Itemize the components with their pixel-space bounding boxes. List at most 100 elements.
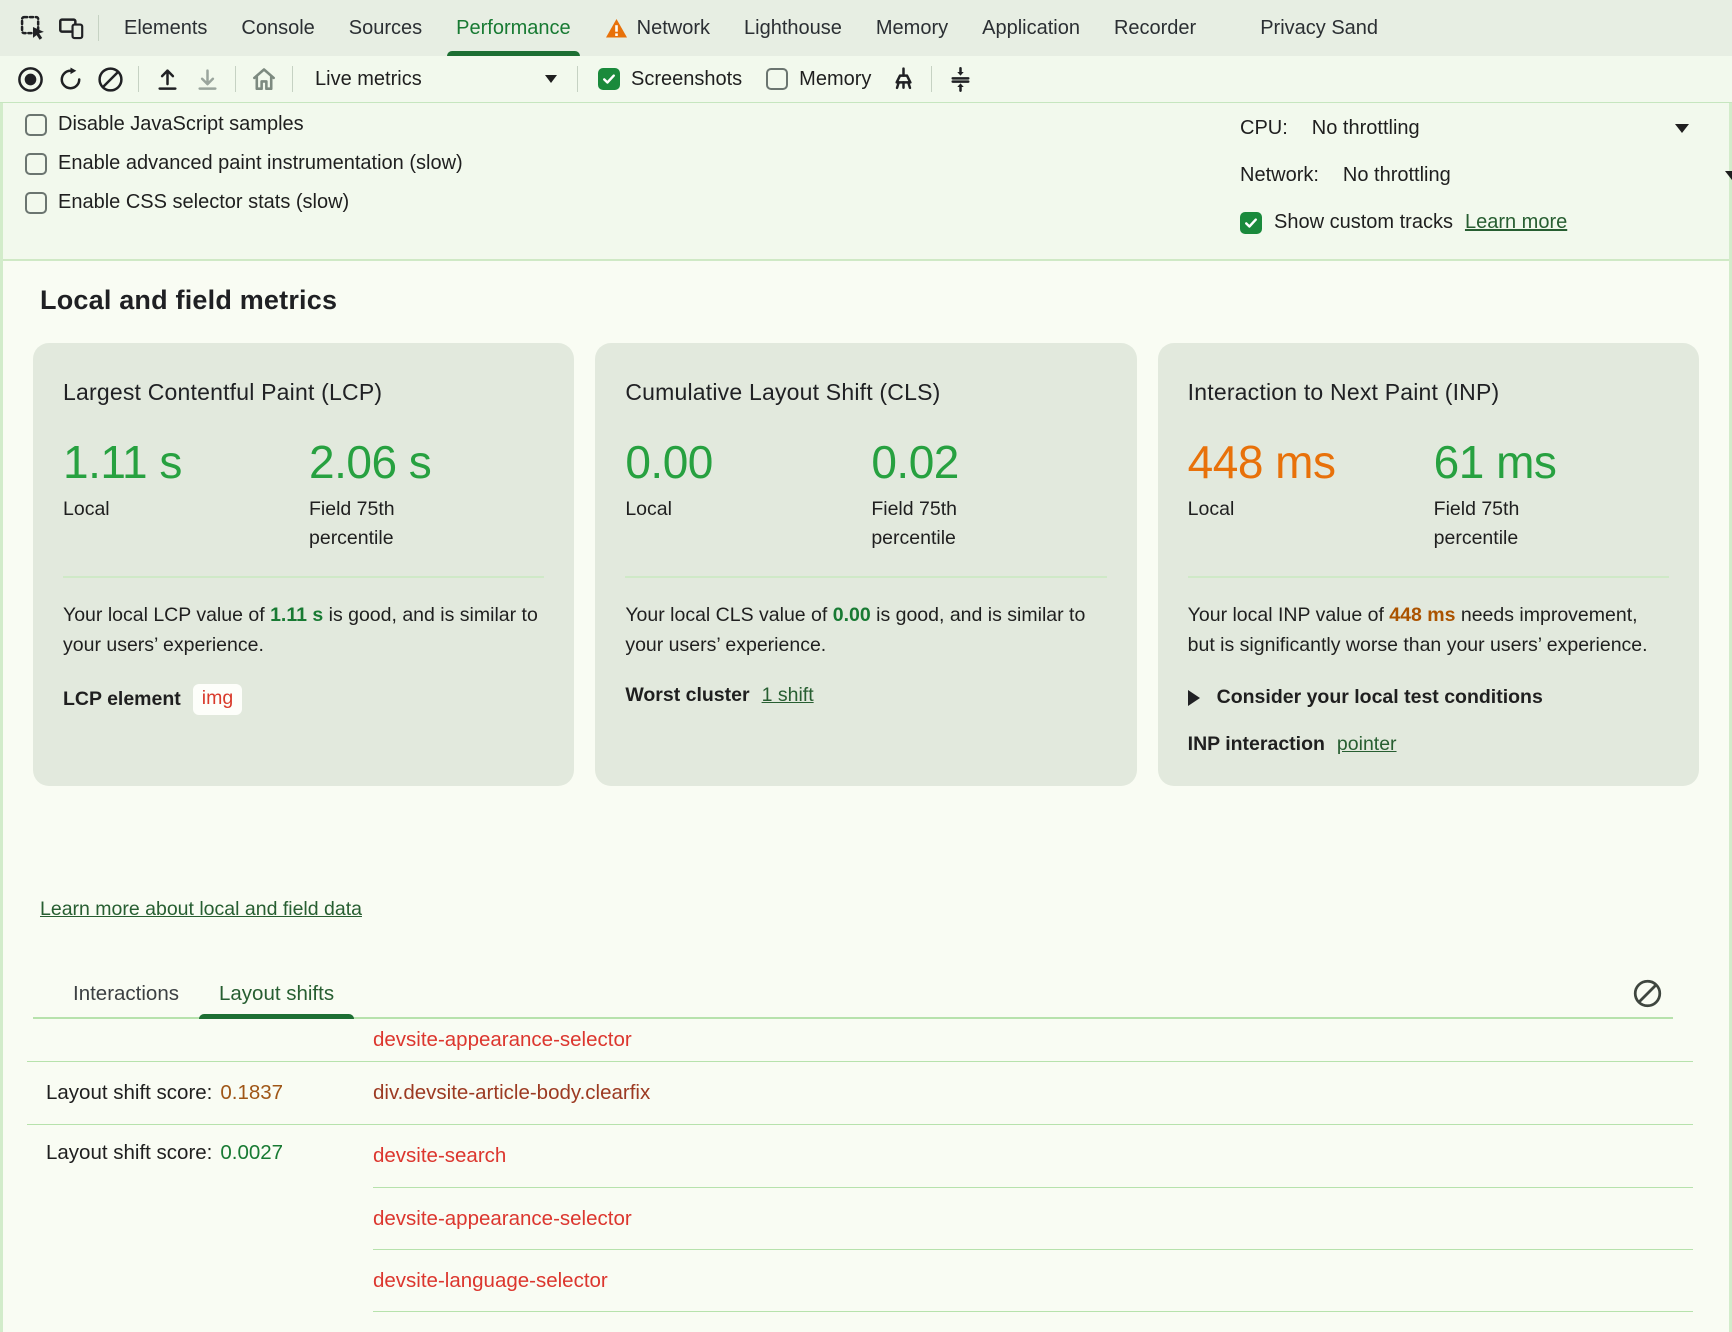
learn-more-local-field-link[interactable]: Learn more about local and field data — [40, 898, 362, 921]
tab-application[interactable]: Application — [982, 16, 1080, 39]
inp-local-label: Local — [1187, 498, 1235, 521]
css-selector-stats-checkbox[interactable]: Enable CSS selector stats (slow) — [25, 191, 463, 214]
inp-description: Your local INP value of 448 ms needs imp… — [1187, 603, 1648, 657]
inp-interaction-link[interactable]: pointer — [1336, 733, 1397, 756]
inp-interaction-label: INP interaction — [1187, 733, 1325, 756]
tab-performance[interactable]: Performance — [439, 0, 588, 56]
record-icon — [17, 66, 43, 92]
clear-icon — [1633, 979, 1661, 1007]
custom-tracks-learn-more-link[interactable]: Learn more — [1464, 211, 1568, 233]
checkbox-label: Enable advanced paint instrumentation (s… — [58, 152, 463, 174]
layout-shift-row: Layout shift score: 0.0027 devsite-searc… — [27, 1125, 1693, 1332]
download-icon — [197, 68, 217, 90]
inp-card: Interaction to Next Paint (INP) 448 ms L… — [1157, 343, 1699, 787]
lcp-element-label: LCP element — [63, 688, 181, 711]
live-metrics-view: Local and field metrics Largest Contentf… — [3, 261, 1729, 1332]
worst-cluster-label: Worst cluster — [625, 684, 750, 707]
disable-js-samples-checkbox[interactable]: Disable JavaScript samples — [25, 113, 463, 136]
history-dropdown-value: Live metrics — [315, 67, 422, 90]
score-value: 0.1837 — [220, 1081, 284, 1105]
checkbox-unchecked-icon — [25, 152, 47, 175]
checkbox-unchecked-icon — [25, 113, 47, 136]
tab-layout-shifts[interactable]: Layout shifts — [198, 969, 355, 1020]
node-link[interactable]: devsite-language-selector — [373, 1268, 608, 1292]
load-profile-button[interactable] — [147, 61, 187, 97]
card-divider — [63, 575, 545, 578]
lcp-description: Your local LCP value of 1.11 s is good, … — [63, 603, 538, 657]
cls-inline-value: 0.00 — [832, 603, 871, 626]
layout-shift-row: devsite-appearance-selector — [27, 1019, 1693, 1063]
collect-garbage-button[interactable] — [883, 61, 923, 97]
cls-field-label: Field 75th percentile — [871, 498, 957, 549]
checkbox-label: Enable CSS selector stats (slow) — [58, 191, 350, 213]
cls-card-title: Cumulative Layout Shift (CLS) — [625, 379, 941, 405]
cls-field-value: 0.02 — [871, 436, 959, 488]
tab-sources[interactable]: Sources — [348, 16, 423, 39]
inp-card-title: Interaction to Next Paint (INP) — [1187, 379, 1500, 405]
collapse-settings-button[interactable] — [940, 61, 980, 97]
score-label: Layout shift score: — [46, 1141, 213, 1165]
local-test-conditions-disclosure[interactable]: Consider your local test conditions — [1187, 686, 1669, 709]
inspect-element-button[interactable] — [14, 9, 52, 47]
performance-panel-body: Disable JavaScript samples Enable advanc… — [0, 103, 1732, 1332]
advanced-paint-instrumentation-checkbox[interactable]: Enable advanced paint instrumentation (s… — [25, 152, 463, 175]
layout-shift-row: Layout shift score: 0.1837 div.devsite-a… — [27, 1062, 1693, 1126]
tab-interactions[interactable]: Interactions — [73, 982, 179, 1006]
cls-card: Cumulative Layout Shift (CLS) 0.00 Local… — [595, 343, 1137, 787]
tab-network-label: Network — [636, 16, 710, 39]
toolbar-separator — [931, 66, 933, 92]
tab-recorder[interactable]: Recorder — [1113, 16, 1197, 39]
card-divider — [625, 575, 1107, 578]
clear-log-button[interactable] — [1631, 977, 1663, 1009]
home-icon — [253, 68, 275, 90]
lcp-field-label: Field 75th percentile — [309, 498, 395, 549]
tab-privacy-sandbox[interactable]: Privacy Sand — [1260, 16, 1379, 39]
card-divider — [1187, 575, 1669, 578]
custom-tracks-label: Show custom tracks — [1274, 211, 1453, 233]
save-profile-button[interactable] — [187, 61, 227, 97]
device-toolbar-button[interactable] — [52, 9, 90, 47]
inp-field-label: Field 75th percentile — [1433, 498, 1520, 549]
tab-network[interactable]: Network — [588, 0, 727, 56]
worst-cluster-link[interactable]: 1 shift — [761, 684, 814, 707]
lcp-inline-value: 1.11 s — [270, 603, 324, 626]
live-metrics-home-button[interactable] — [244, 61, 284, 97]
record-and-reload-button[interactable] — [50, 61, 90, 97]
inspect-cursor-icon — [20, 15, 44, 40]
cls-local-label: Local — [625, 498, 672, 521]
broom-icon — [895, 66, 912, 89]
network-throttling-row: Network: No throttling — [1240, 160, 1732, 191]
custom-tracks-row: Show custom tracks Learn more — [1240, 207, 1729, 238]
screenshots-checkbox[interactable]: Screenshots — [598, 68, 742, 91]
tab-memory[interactable]: Memory — [875, 16, 949, 39]
memory-label: Memory — [799, 67, 872, 90]
tab-elements[interactable]: Elements — [124, 16, 208, 39]
lcp-element-node-link[interactable]: img — [192, 684, 243, 716]
inp-inline-value: 448 ms — [1389, 603, 1456, 626]
cpu-throttling-select[interactable]: No throttling — [1311, 117, 1420, 139]
reload-icon — [60, 66, 80, 89]
record-button[interactable] — [10, 61, 50, 97]
chevron-down-icon — [545, 75, 557, 83]
tab-console[interactable]: Console — [241, 16, 315, 39]
lcp-card-title: Largest Contentful Paint (LCP) — [63, 379, 383, 405]
node-link[interactable]: devsite-appearance-selector — [373, 1028, 632, 1052]
checkbox-checked-icon[interactable] — [1240, 211, 1262, 234]
node-link[interactable]: devsite-appearance-selector — [373, 1206, 632, 1230]
toolbar-separator — [98, 15, 99, 41]
node-link[interactable]: devsite-search — [373, 1144, 507, 1168]
chevron-down-icon[interactable] — [1675, 124, 1689, 133]
device-toolbar-icon — [58, 17, 83, 39]
chevron-down-icon[interactable] — [1725, 171, 1732, 180]
node-link[interactable]: div.devsite-article-body.clearfix — [373, 1081, 651, 1105]
network-label: Network: — [1240, 164, 1319, 186]
node-link[interactable]: div.devsite-floating-action-buttons — [373, 1331, 677, 1332]
cpu-label: CPU: — [1240, 117, 1288, 139]
network-throttling-select[interactable]: No throttling — [1342, 164, 1451, 186]
log-tabbar: Interactions Layout shifts — [33, 969, 1699, 1020]
history-dropdown[interactable]: Live metrics — [301, 68, 569, 91]
tab-lighthouse[interactable]: Lighthouse — [744, 16, 842, 39]
clear-button[interactable] — [90, 61, 130, 97]
memory-checkbox[interactable]: Memory — [766, 68, 871, 91]
performance-toolbar: Live metrics Screenshots Memory — [0, 56, 1732, 103]
